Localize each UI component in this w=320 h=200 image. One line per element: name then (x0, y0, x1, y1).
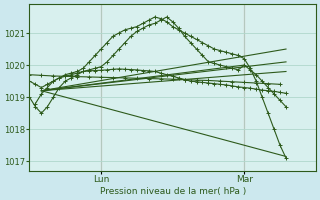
X-axis label: Pression niveau de la mer( hPa ): Pression niveau de la mer( hPa ) (100, 187, 246, 196)
